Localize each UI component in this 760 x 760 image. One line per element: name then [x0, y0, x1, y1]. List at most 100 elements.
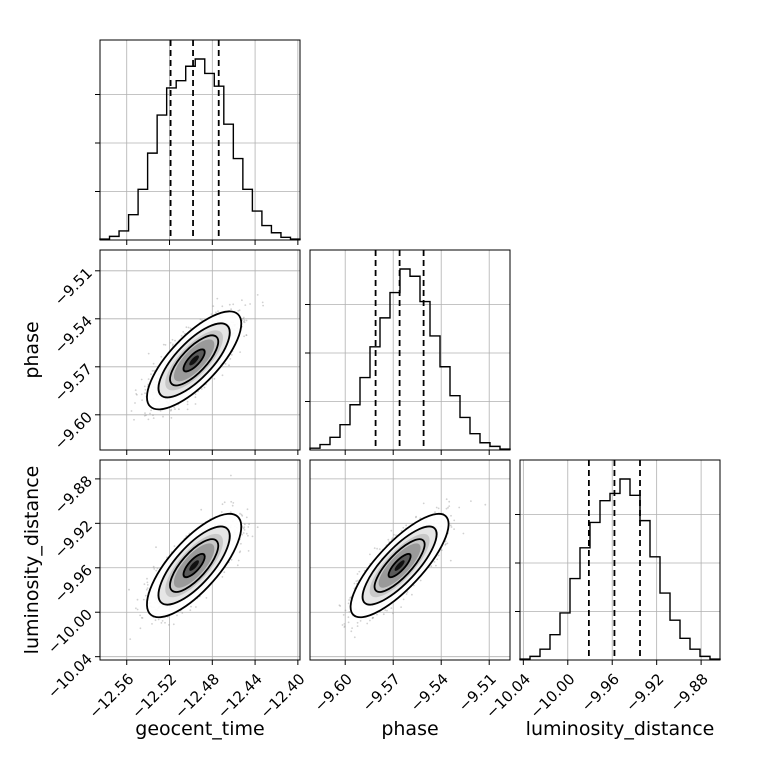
sample-point	[348, 611, 351, 613]
sample-point	[238, 551, 241, 554]
density-frame	[99, 459, 301, 661]
sample-point	[146, 584, 149, 586]
sample-point	[241, 533, 243, 536]
sample-point	[390, 529, 393, 532]
sample-point	[160, 622, 163, 624]
sample-point	[433, 561, 436, 563]
sample-point	[194, 393, 197, 396]
sample-point	[140, 393, 143, 396]
sample-point	[195, 606, 197, 608]
sample-point	[228, 364, 230, 367]
sample-point	[251, 535, 254, 538]
sample-point	[247, 526, 250, 528]
sample-point	[147, 352, 150, 355]
sample-point	[186, 400, 189, 403]
sample-point	[371, 617, 374, 620]
sample-point	[220, 511, 223, 513]
sample-point	[247, 550, 250, 552]
sample-point	[182, 331, 185, 333]
sample-point	[229, 358, 232, 360]
sample-point	[172, 623, 175, 626]
sample-point	[176, 614, 178, 617]
sample-point	[244, 304, 247, 306]
sample-point	[186, 408, 189, 411]
histogram-panel-geocent_time	[95, 39, 301, 245]
sample-point	[153, 568, 156, 570]
sample-point	[230, 474, 232, 477]
sample-point	[154, 619, 157, 622]
sample-point	[151, 370, 154, 372]
sample-point	[229, 511, 232, 513]
sample-point	[149, 412, 151, 415]
sample-point	[164, 621, 166, 624]
sample-point	[445, 543, 447, 545]
density-layer	[130, 294, 264, 421]
sample-point	[249, 303, 252, 305]
sample-point	[215, 311, 217, 314]
sample-point	[155, 569, 158, 572]
sample-point	[230, 308, 233, 311]
sample-point	[147, 418, 150, 421]
sample-point	[242, 317, 245, 320]
sample-point	[239, 351, 242, 353]
histogram-panel-phase	[305, 249, 511, 455]
sample-point	[150, 373, 152, 376]
sample-point	[169, 341, 172, 344]
contour-line	[169, 334, 220, 387]
sample-point	[241, 299, 243, 302]
sample-point	[128, 588, 130, 591]
sample-point	[411, 593, 413, 596]
sample-point	[164, 344, 167, 346]
sample-point	[136, 598, 139, 601]
density-panel-phase-luminosity_distance	[309, 459, 511, 665]
sample-point	[135, 607, 137, 610]
sample-point	[184, 332, 186, 335]
sample-point	[151, 623, 153, 625]
sample-point	[170, 408, 173, 411]
density-panel-geocent_time-luminosity_distance	[95, 459, 301, 665]
sample-point	[152, 414, 154, 417]
sample-point	[230, 558, 233, 561]
sample-point	[194, 403, 197, 405]
sample-point	[150, 409, 153, 412]
sample-point	[162, 415, 164, 418]
sample-point	[146, 581, 149, 584]
sample-point	[189, 609, 192, 612]
sample-point	[180, 334, 183, 337]
sample-point	[174, 339, 176, 342]
sample-point	[146, 587, 149, 589]
sample-point	[152, 362, 155, 365]
sample-point	[129, 638, 132, 640]
contour-line	[157, 322, 231, 399]
sample-point	[152, 565, 155, 568]
sample-point	[140, 616, 143, 619]
sample-point	[203, 386, 206, 389]
sample-point	[231, 504, 234, 507]
sample-point	[369, 619, 371, 622]
sample-point	[146, 577, 148, 580]
sample-point	[156, 567, 159, 570]
sample-point	[217, 310, 219, 313]
sample-point	[239, 550, 242, 553]
contour-line	[182, 553, 206, 579]
sample-point	[140, 378, 143, 381]
sample-point	[232, 502, 235, 504]
sample-point	[237, 309, 240, 312]
density-panel-geocent_time-phase	[95, 249, 301, 455]
sample-point	[437, 507, 440, 510]
sample-point	[237, 559, 240, 562]
sample-point	[246, 508, 249, 511]
sample-point	[187, 326, 190, 329]
sample-point	[139, 614, 142, 617]
sample-point	[405, 593, 408, 595]
sample-point	[241, 514, 244, 517]
sample-point	[142, 598, 145, 601]
sample-point	[210, 313, 213, 315]
sample-point	[245, 532, 248, 535]
sample-point	[224, 363, 227, 365]
histogram-frame	[309, 249, 511, 451]
contour-line	[182, 348, 206, 373]
sample-point	[247, 534, 249, 537]
sample-point	[186, 403, 189, 406]
